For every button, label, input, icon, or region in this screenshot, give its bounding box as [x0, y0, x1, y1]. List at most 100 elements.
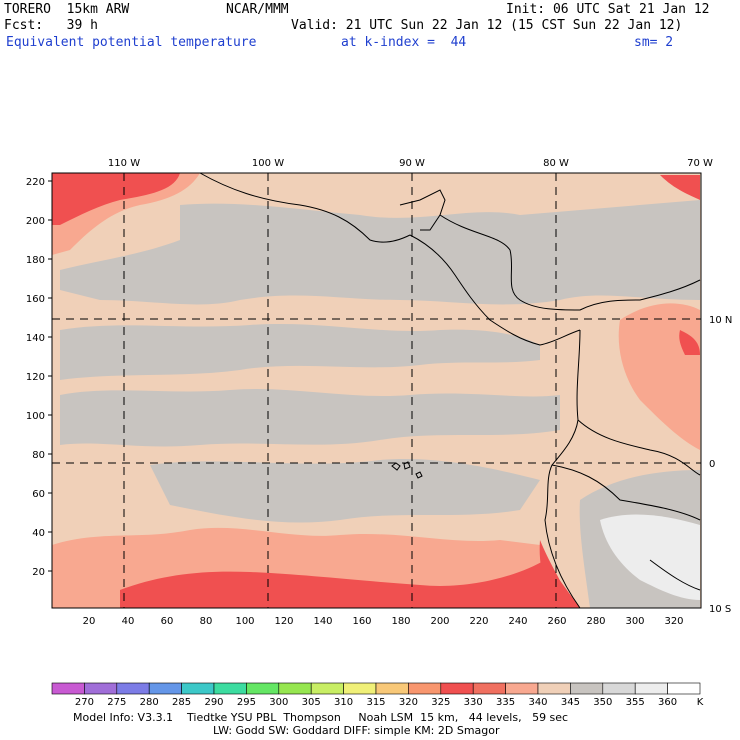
colorbar-swatch — [181, 682, 215, 695]
longitude-labels: 110 W 100 W 90 W 80 W 70 W — [108, 158, 713, 169]
x-tick: 220 — [469, 616, 488, 627]
field-region-330-nw — [52, 173, 180, 225]
colorbar-label: 330 — [464, 697, 483, 708]
graticule — [52, 173, 701, 608]
field-region-345-c — [60, 388, 560, 447]
colorbar-swatch — [310, 682, 344, 695]
x-tick: 300 — [625, 616, 644, 627]
y-tick: 200 — [26, 216, 45, 227]
bolivia-border — [649, 559, 701, 591]
lon-label-100w: 100 W — [252, 158, 284, 169]
colorbar-unit: K — [697, 697, 704, 708]
forecast-hour: Fcst: 39 h — [4, 18, 98, 33]
lat-label-0: 0 — [709, 459, 715, 470]
colorbar-swatch — [537, 682, 571, 695]
colorbar-label: 355 — [626, 697, 645, 708]
x-tick: 100 — [235, 616, 254, 627]
colorbar-swatch — [570, 682, 604, 695]
colorbar-label: 275 — [107, 697, 126, 708]
map-frame — [51, 172, 702, 609]
valid-time: Valid: 21 UTC Sun 22 Jan 12 (15 CST Sun … — [291, 18, 683, 33]
y-tick: 40 — [32, 528, 45, 539]
field-region-345-a — [60, 200, 700, 305]
colombia-border — [577, 419, 701, 476]
x-tick: 160 — [352, 616, 371, 627]
lat-label-10n: 10 N — [709, 315, 732, 326]
colorbar-label: 290 — [204, 697, 223, 708]
colorbar-label: 310 — [334, 697, 353, 708]
colorbar-swatch — [116, 682, 150, 695]
colorbar-label: 320 — [399, 697, 418, 708]
field-region-330-coast — [539, 540, 575, 608]
x-tick: 20 — [83, 616, 96, 627]
y-tick: 100 — [26, 411, 45, 422]
field-name: Equivalent potential temperature — [6, 35, 257, 50]
y-tick: 20 — [32, 567, 45, 578]
colorbar-label: 340 — [528, 697, 547, 708]
colorbar-label: 295 — [237, 697, 256, 708]
central-america-coast — [409, 234, 581, 346]
colorbar-swatch — [634, 682, 668, 695]
x-tick-labels: 20 40 60 80 100 120 140 160 180 200 220 … — [83, 616, 684, 627]
field-region-345-d — [150, 459, 540, 523]
level-label: at k-index = 44 — [341, 35, 467, 50]
init-time: Init: 06 UTC Sat 21 Jan 12 — [506, 2, 710, 17]
lon-label-110w: 110 W — [108, 158, 140, 169]
field-region-330-venezuela — [679, 330, 700, 355]
y-tick: 160 — [26, 294, 45, 305]
colorbar-swatch — [246, 682, 280, 695]
colorbar-swatch — [408, 682, 442, 695]
y-tick-labels: 220 200 180 160 140 120 100 80 60 40 20 — [26, 177, 45, 578]
colorbar-swatch — [148, 682, 182, 695]
x-tick: 120 — [274, 616, 293, 627]
x-tick: 200 — [430, 616, 449, 627]
x-tick: 320 — [664, 616, 683, 627]
org-label: NCAR/MMM — [226, 2, 289, 17]
coastlines — [199, 172, 701, 609]
colorbar-label: 335 — [496, 697, 515, 708]
x-tick: 240 — [508, 616, 527, 627]
colorbar-swatch — [602, 682, 636, 695]
colorbar-label: 350 — [593, 697, 612, 708]
colorbar-label: 345 — [561, 697, 580, 708]
lat-label-10s: 10 S — [709, 604, 731, 615]
colorbar — [51, 682, 701, 695]
colorbar-swatch — [343, 682, 377, 695]
y-tick: 180 — [26, 255, 45, 266]
y-tick: 120 — [26, 372, 45, 383]
mexico-coast — [199, 172, 411, 243]
yucatan-coast — [399, 189, 446, 231]
field-region-330-ne — [660, 175, 700, 200]
caribbean-coast — [439, 214, 701, 311]
x-tick: 40 — [122, 616, 135, 627]
y-tick: 220 — [26, 177, 45, 188]
lon-label-90w: 90 W — [399, 158, 425, 169]
model-info-line1: Model Info: V3.3.1 Tiedtke YSU PBL Thomp… — [73, 711, 569, 724]
colorbar-label: 285 — [172, 697, 191, 708]
colorbar-swatch — [84, 682, 118, 695]
model-info-line2: LW: Godd SW: Goddard DIFF: simple KM: 2D… — [213, 724, 500, 737]
colorbar-label: 325 — [431, 697, 450, 708]
peru-border — [551, 464, 701, 521]
y-tick: 140 — [26, 333, 45, 344]
latitude-labels: 10 N 0 10 S — [709, 315, 732, 615]
model-title: TORERO 15km ARW — [4, 2, 130, 17]
colorbar-swatch — [440, 682, 474, 695]
x-tick: 60 — [161, 616, 174, 627]
y-tick-marks — [48, 180, 52, 572]
colorbar-swatch — [213, 682, 247, 695]
x-tick: 80 — [200, 616, 213, 627]
x-tick: 260 — [547, 616, 566, 627]
x-tick: 140 — [313, 616, 332, 627]
colorbar-label: 360 — [658, 697, 677, 708]
field-region-330-south — [120, 560, 580, 608]
y-tick: 80 — [32, 450, 45, 461]
colorbar-swatch — [472, 682, 506, 695]
colorbar-label: 305 — [302, 697, 321, 708]
colorbar-swatch — [375, 682, 409, 695]
lon-label-70w: 70 W — [687, 158, 713, 169]
colorbar-label: 280 — [140, 697, 159, 708]
x-tick: 280 — [586, 616, 605, 627]
colorbar-swatch — [51, 682, 85, 695]
